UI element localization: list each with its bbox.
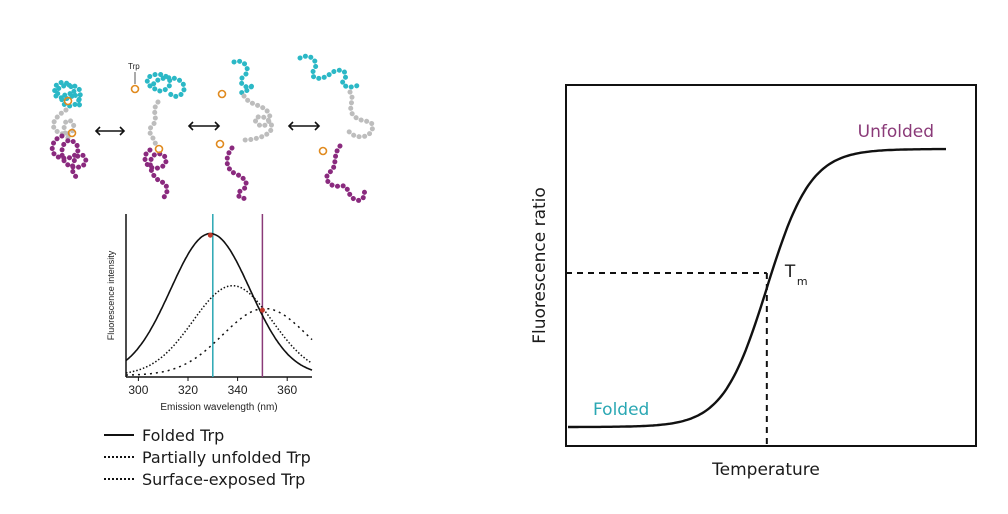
x-tick-label: 340	[228, 383, 248, 397]
legend-item-surface-exposed: Surface-exposed Trp	[104, 468, 311, 490]
legend-item-folded: Folded Trp	[104, 424, 311, 446]
series-line	[125, 232, 313, 371]
legend-swatch	[104, 434, 134, 436]
protein-unfolding-illustration: Trp	[49, 53, 376, 203]
protein-state-surface-exposed	[297, 53, 376, 203]
intersection-marker	[207, 232, 213, 238]
legend-swatch	[104, 478, 134, 480]
x-tick-label: 300	[128, 383, 148, 397]
series-line	[125, 307, 313, 376]
plot-frame	[565, 84, 977, 447]
folded-label: Folded	[593, 400, 649, 420]
melting-curve	[568, 147, 946, 429]
intersection-marker	[259, 307, 265, 313]
series-line	[125, 284, 313, 374]
legend-item-partially-unfolded: Partially unfolded Trp	[104, 446, 311, 468]
legend-swatch	[104, 456, 134, 458]
legend-label: Surface-exposed Trp	[142, 469, 306, 489]
protein-state-folded	[49, 79, 89, 181]
x-tick-label: 320	[178, 383, 198, 397]
protein-state-unfolded	[215, 58, 275, 201]
legend-label: Partially unfolded Trp	[142, 447, 311, 467]
trp-label: Trp	[128, 62, 140, 71]
x-axis-label: Temperature	[711, 460, 820, 480]
x-axis-label: Emission wavelength (nm)	[160, 402, 277, 413]
legend-label: Folded Trp	[142, 425, 225, 445]
tm-label: T	[784, 262, 796, 282]
unfolded-label: Unfolded	[858, 122, 934, 142]
protein-state-partially-unfolded	[130, 71, 187, 203]
y-axis-label: Fluorescence ratio	[530, 187, 550, 344]
spectrum-legend: Folded Trp Partially unfolded Trp Surfac…	[104, 424, 311, 490]
tm-subscript: m	[797, 275, 808, 288]
y-axis-label: Fluorescence intensity	[106, 250, 116, 340]
x-tick-label: 360	[277, 383, 297, 397]
